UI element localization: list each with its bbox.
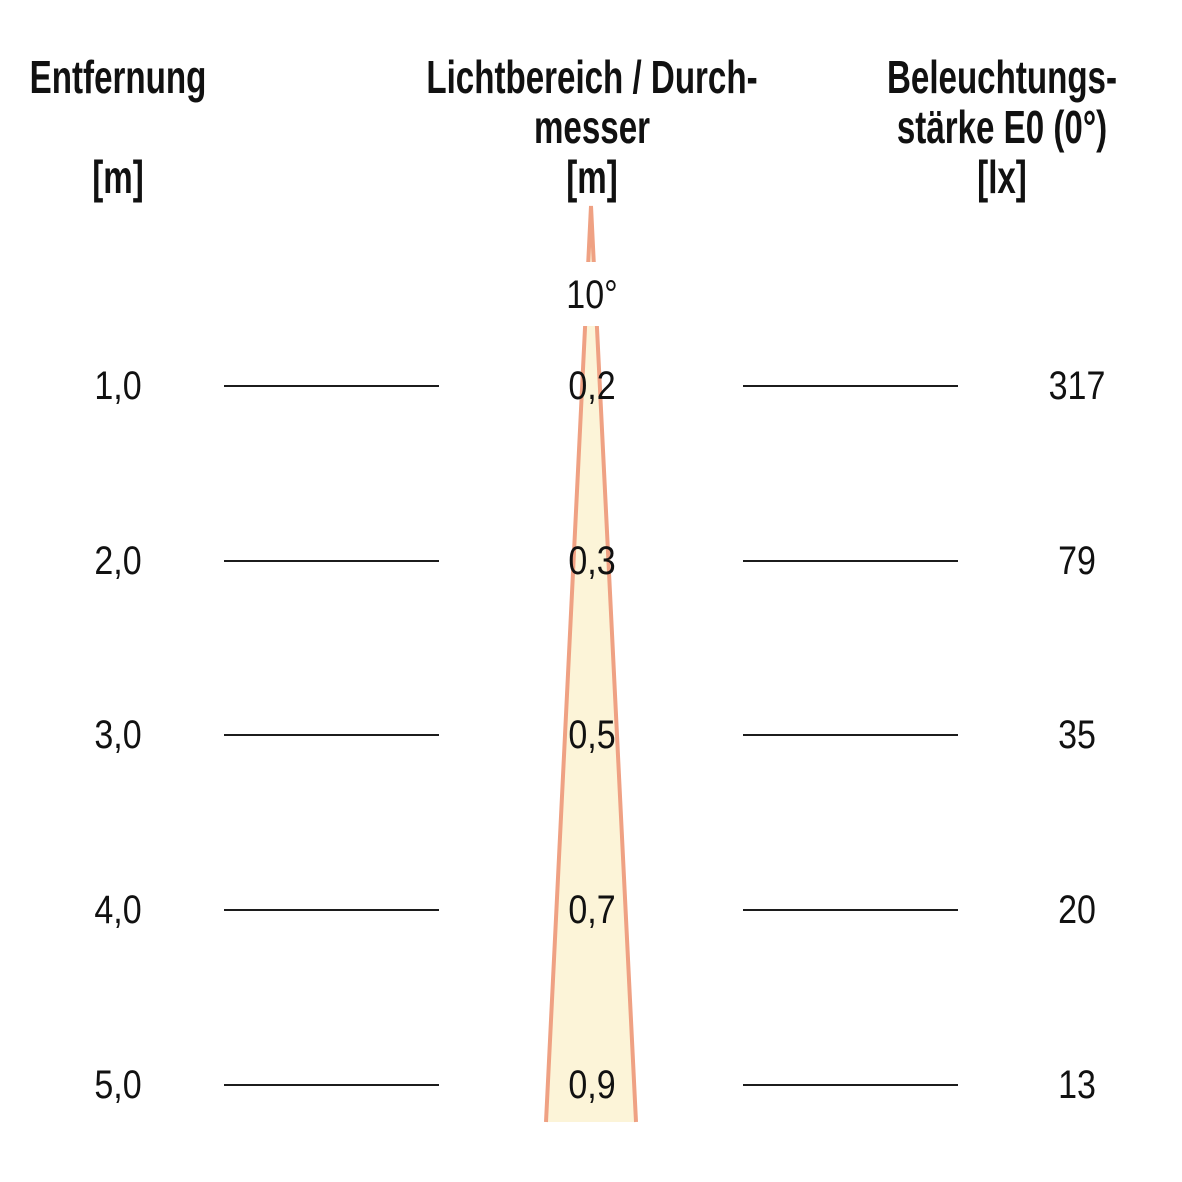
diameter-value: 0,3	[568, 539, 616, 583]
header-entfernung-unit: [m]	[92, 151, 144, 203]
header-beleuchtung-unit: [lx]	[977, 151, 1027, 203]
diameter-value: 0,7	[568, 888, 616, 932]
diameter-value: 0,2	[568, 364, 616, 408]
light-cone-shape	[544, 205, 638, 1123]
header-beleuchtung-line2: stärke E0 (0°)	[896, 101, 1108, 153]
distance-value: 1,0	[94, 364, 142, 408]
diameter-value: 0,9	[568, 1063, 616, 1107]
distance-value: 5,0	[94, 1063, 142, 1107]
header-beleuchtung-line1: Beleuchtungs-	[886, 51, 1118, 103]
header-entfernung: Entfernung	[29, 51, 207, 103]
header-lichtbereich-line2: messer	[533, 101, 651, 153]
distance-value: 2,0	[94, 539, 142, 583]
illuminance-value: 13	[1058, 1063, 1096, 1107]
illuminance-value: 35	[1058, 713, 1096, 757]
beam-angle-label: 10°	[566, 273, 618, 317]
header-lichtbereich-unit: [m]	[566, 151, 618, 203]
diameter-value: 0,5	[568, 713, 616, 757]
header-lichtbereich-line1: Lichtbereich / Durch-	[426, 51, 758, 103]
illuminance-value: 20	[1058, 888, 1096, 932]
beam-angle-label-backdrop	[550, 262, 634, 326]
illuminance-value: 317	[1048, 364, 1106, 408]
distance-value: 3,0	[94, 713, 142, 757]
illuminance-value: 79	[1058, 539, 1096, 583]
distance-value: 4,0	[94, 888, 142, 932]
